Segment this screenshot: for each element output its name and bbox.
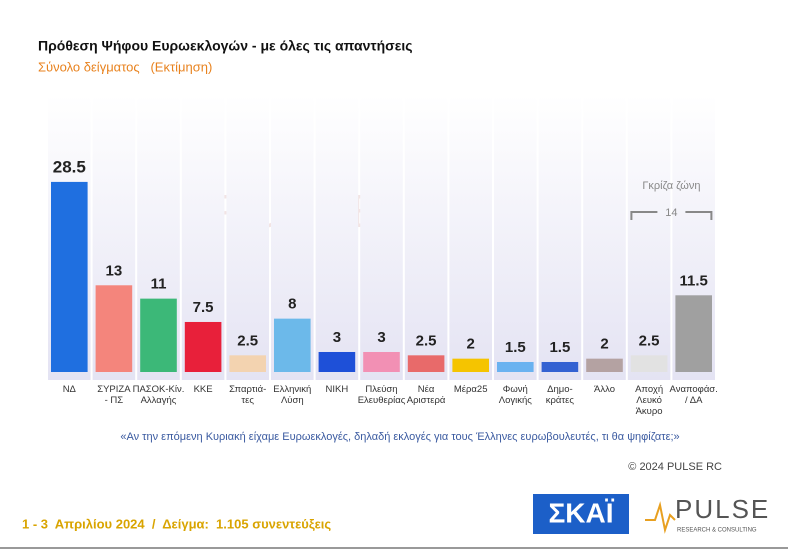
value-label: 3: [377, 329, 385, 346]
category-label: Πλεύση Ελευθερίας: [357, 384, 406, 406]
value-label: 7.5: [193, 299, 214, 316]
bar: [363, 351, 400, 372]
column-bg: [226, 95, 269, 380]
value-label: 11: [151, 276, 167, 293]
column-bg: [583, 95, 626, 380]
value-label: 3: [333, 329, 341, 346]
bar: [140, 298, 177, 372]
category-label: Άλλο: [594, 384, 615, 395]
bar: [586, 358, 623, 372]
bar: [318, 351, 356, 372]
value-label: 2.5: [416, 332, 437, 349]
category-label: Αναποφάσ. / ΔΑ: [669, 384, 718, 406]
bar: [452, 358, 489, 372]
pulse-logo-sub: RESEARCH & CONSULTING: [677, 528, 757, 534]
value-label: 2: [467, 336, 475, 353]
category-label: ΠΑΣΟΚ-Κίν. Αλλαγής: [132, 384, 185, 406]
value-label: 28.5: [53, 157, 86, 176]
column-bg: [538, 95, 582, 380]
value-label: 1.5: [505, 339, 526, 356]
category-label: ΝΔ: [62, 384, 76, 395]
category-label: ΚΚΕ: [193, 384, 213, 395]
category-label: Φωνή Λογικής: [498, 384, 532, 406]
bar: [497, 361, 534, 372]
footer-date: 1 - 3 Απριλίου 2024 / Δείγμα: 1.105 συνε…: [22, 516, 331, 531]
category-label: Δημο- κράτες: [545, 384, 574, 406]
gray-zone-value: 14: [665, 207, 677, 219]
category-label: ΝΙΚΗ: [325, 384, 349, 395]
column-bg: [449, 95, 492, 380]
skai-logo: ΣΚΑΪ: [548, 497, 614, 528]
bar: [274, 318, 311, 372]
column-bg: [360, 95, 403, 380]
bar: [630, 355, 668, 372]
category-label: Σπαρτιά- τες: [229, 384, 267, 406]
skai-logo-bg: [533, 494, 629, 534]
category-label: Ελληνική Λύση: [273, 384, 312, 406]
column-bg: [404, 95, 448, 380]
bar: [675, 295, 712, 372]
gray-zone-bracket: [630, 211, 713, 220]
value-label: 8: [288, 296, 296, 313]
category-label: Νέα Αριστερά: [406, 384, 446, 406]
pulse-logo: PULSE: [675, 494, 770, 524]
column-bg: [627, 95, 671, 380]
value-label: 2.5: [639, 332, 660, 349]
value-label: 1.5: [549, 339, 570, 356]
bar: [541, 361, 579, 372]
bar: [229, 355, 266, 372]
value-label: 2: [600, 336, 608, 353]
bar: [184, 321, 222, 372]
copyright: © 2024 PULSE RC: [628, 461, 722, 473]
value-label: 2.5: [237, 332, 258, 349]
category-label: ΣΥΡΙΖΑ - ΠΣ: [97, 384, 131, 406]
bar: [51, 181, 88, 372]
pulse-logo-wave: [645, 501, 676, 534]
value-label: 11.5: [680, 272, 708, 289]
chart-subtitle: Σύνολο δείγματος (Εκτίμηση): [38, 59, 212, 74]
category-label: Αποχή Λευκό Άκυρο: [635, 384, 664, 417]
question: «Αν την επόμενη Κυριακή είχαμε Ευρωεκλογ…: [120, 431, 679, 443]
column-bg: [315, 95, 359, 380]
column-bg: [494, 95, 537, 380]
gray-zone-label: Γκρίζα ζώνη: [642, 180, 700, 192]
bar: [95, 285, 133, 372]
value-label: 13: [106, 262, 123, 279]
category-label: Μέρα25: [453, 384, 488, 395]
chart-title: Πρόθεση Ψήφου Ευρωεκλογών - με όλες τις …: [38, 38, 413, 54]
bar: [407, 355, 445, 372]
